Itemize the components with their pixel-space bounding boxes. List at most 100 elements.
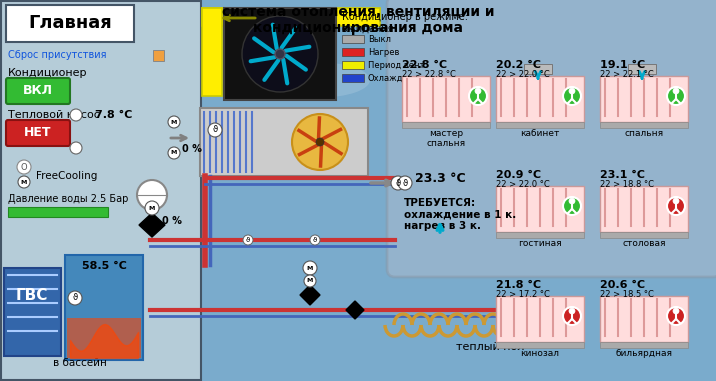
Circle shape: [667, 307, 685, 325]
Circle shape: [70, 142, 82, 154]
Circle shape: [304, 275, 316, 287]
Text: 22 > 22.8 °C: 22 > 22.8 °C: [402, 70, 456, 79]
Bar: [4, 268, 61, 356]
Text: 23.1 °C: 23.1 °C: [600, 170, 645, 180]
Polygon shape: [139, 213, 165, 237]
Text: 19.1 °C: 19.1 °C: [600, 60, 645, 70]
Bar: [202, 8, 222, 96]
Circle shape: [208, 123, 222, 137]
Bar: [202, 8, 380, 26]
Text: гостиная: гостиная: [518, 239, 562, 248]
Bar: [600, 186, 688, 232]
Bar: [342, 61, 364, 69]
Text: 22.8 °C: 22.8 °C: [402, 60, 447, 70]
Bar: [496, 122, 584, 128]
Circle shape: [137, 180, 167, 210]
Text: столовая: столовая: [622, 239, 666, 248]
Text: 22 > 22.1 °C: 22 > 22.1 °C: [600, 70, 654, 79]
Bar: [524, 64, 552, 74]
Bar: [200, 108, 368, 176]
Circle shape: [563, 307, 581, 325]
Circle shape: [398, 176, 412, 190]
Text: 20.2 °C: 20.2 °C: [496, 60, 541, 70]
Bar: [628, 64, 656, 74]
Text: система отопления, вентиляции и
кондиционирования дома: система отопления, вентиляции и кондицио…: [222, 5, 494, 35]
Text: мастер
спальня: мастер спальня: [427, 129, 465, 149]
FancyBboxPatch shape: [387, 0, 716, 277]
Text: ϑ: ϑ: [395, 179, 401, 187]
Text: Период вент.: Период вент.: [368, 61, 427, 70]
Circle shape: [475, 88, 481, 94]
Text: M: M: [149, 205, 155, 210]
Text: Кондиционер: Кондиционер: [8, 68, 87, 78]
Circle shape: [168, 147, 180, 159]
Bar: [8, 207, 108, 217]
Text: Давление воды 2.5 Бар: Давление воды 2.5 Бар: [8, 194, 128, 204]
Bar: [342, 48, 364, 56]
Text: Сброс присутствия: Сброс присутствия: [8, 50, 107, 60]
Circle shape: [18, 176, 30, 188]
Circle shape: [303, 261, 317, 275]
Bar: [600, 296, 688, 342]
Circle shape: [17, 160, 31, 174]
FancyArrowPatch shape: [284, 59, 287, 83]
Text: Тепловой насос: Тепловой насос: [8, 110, 100, 120]
Text: FreeCooling: FreeCooling: [36, 171, 97, 181]
Text: 7.8 °C: 7.8 °C: [95, 110, 132, 120]
Circle shape: [569, 198, 575, 204]
Text: 22 > 22.0 °C: 22 > 22.0 °C: [496, 180, 550, 189]
Bar: [224, 8, 336, 100]
Bar: [496, 296, 584, 342]
Circle shape: [68, 291, 82, 305]
Circle shape: [569, 88, 575, 94]
Circle shape: [168, 116, 180, 128]
Text: 21.8 °C: 21.8 °C: [496, 280, 541, 290]
Bar: [65, 255, 143, 360]
Text: ТРЕБУЕТСЯ:
охлаждение в 1 к.
нагрев в 3 к.: ТРЕБУЕТСЯ: охлаждение в 1 к. нагрев в 3 …: [404, 198, 516, 231]
Text: M: M: [21, 179, 27, 184]
Circle shape: [242, 16, 318, 92]
Bar: [496, 342, 584, 348]
Text: Главная: Главная: [28, 14, 112, 32]
Text: НЕТ: НЕТ: [24, 126, 52, 139]
Bar: [600, 232, 688, 238]
Circle shape: [292, 114, 348, 170]
Text: Охлаждение: Охлаждение: [368, 74, 425, 83]
Text: M: M: [171, 150, 177, 155]
Circle shape: [275, 49, 285, 59]
Circle shape: [569, 308, 575, 314]
Bar: [402, 122, 490, 128]
Bar: [402, 76, 490, 122]
Text: 0 %: 0 %: [162, 216, 182, 226]
Circle shape: [469, 87, 487, 105]
Ellipse shape: [270, 62, 370, 98]
Ellipse shape: [0, 62, 130, 117]
Circle shape: [145, 201, 159, 215]
Text: 22 > 18.8 °C: 22 > 18.8 °C: [600, 180, 654, 189]
Circle shape: [563, 197, 581, 215]
Bar: [496, 232, 584, 238]
Bar: [600, 76, 688, 122]
Bar: [67, 318, 141, 358]
Ellipse shape: [185, 43, 335, 88]
Bar: [342, 35, 364, 43]
Ellipse shape: [15, 20, 205, 90]
Text: Кондиционер в режиме:
ожидания: Кондиционер в режиме: ожидания: [342, 12, 468, 34]
Text: ϑ: ϑ: [313, 237, 317, 243]
Circle shape: [391, 176, 405, 190]
FancyArrowPatch shape: [281, 28, 296, 48]
FancyBboxPatch shape: [6, 120, 70, 146]
Text: 20.9 °C: 20.9 °C: [496, 170, 541, 180]
Circle shape: [243, 235, 253, 245]
Text: ϑ: ϑ: [72, 293, 77, 303]
FancyArrowPatch shape: [264, 60, 279, 80]
Text: ϑ: ϑ: [246, 237, 250, 243]
Text: 0 %: 0 %: [182, 144, 202, 154]
Text: M: M: [171, 120, 177, 125]
Bar: [600, 122, 688, 128]
Bar: [342, 74, 364, 82]
Text: ГВС: ГВС: [16, 288, 48, 303]
Text: кинозал: кинозал: [521, 349, 559, 358]
Text: бильярдная: бильярдная: [616, 349, 672, 358]
Circle shape: [673, 308, 679, 314]
